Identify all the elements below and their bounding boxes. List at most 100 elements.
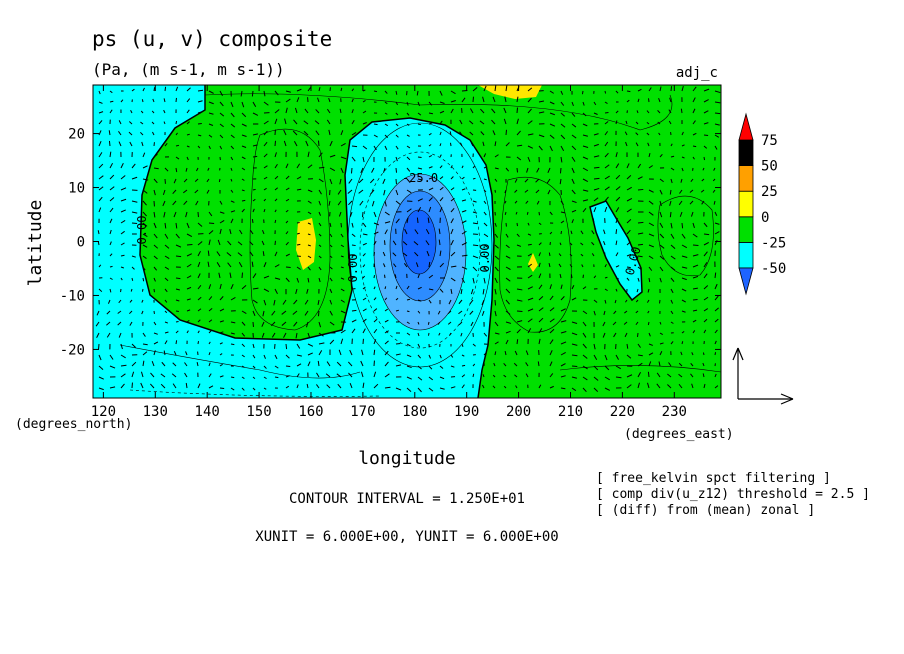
wind-vector [538,317,544,323]
wind-vector [560,220,565,224]
wind-vector [571,189,576,195]
wind-vector [406,178,411,183]
fill-region-pos-top [478,85,542,99]
wind-vector [318,200,321,206]
wind-vector [230,101,234,108]
wind-vector [329,339,335,345]
wind-vector [197,308,202,312]
wind-vector [460,332,463,337]
wind-vector [175,132,178,136]
wind-vector [549,318,555,323]
wind-vector [164,244,170,249]
wind-vector [636,110,639,114]
wind-vector [469,299,474,305]
wind-vector [164,321,169,324]
wind-vector [325,373,331,378]
wind-vector [183,200,188,206]
wind-vector [546,178,551,184]
wind-vector [316,384,320,389]
wind-vector [307,332,311,339]
wind-vector [538,307,544,312]
wind-vector [142,189,148,194]
wind-vector [142,277,145,282]
wind-vector [526,211,529,215]
wind-vector [208,123,214,126]
contour-field [93,85,721,398]
wind-vector [185,351,188,356]
wind-vector [703,329,707,334]
wind-vector [615,196,621,202]
wind-vector [337,189,342,195]
wind-vector [175,320,179,323]
colorbar-label: -50 [761,261,786,277]
wind-vector [373,240,377,246]
wind-vector [439,176,444,180]
wind-vector [635,132,639,136]
wind-vector [109,229,112,235]
wind-vector [714,307,719,312]
wind-vector [186,133,190,136]
wind-vector [458,310,463,315]
wind-vector [241,101,245,108]
wind-vector [426,250,430,257]
wind-vector [450,187,455,191]
wind-vector [406,217,409,224]
y-axis-title: latitude [25,200,46,287]
wind-vector [582,376,588,381]
wind-vector [692,264,699,268]
wind-vector [164,167,169,172]
wind-vector [604,164,610,169]
wind-vector [307,164,313,169]
wind-vector [329,310,333,316]
wind-vector [659,86,662,92]
wind-vector [571,156,576,162]
wind-vector [263,130,268,136]
wind-vector [262,310,265,317]
wind-vector [131,266,135,270]
wind-vector [624,332,628,338]
wind-vector [516,328,521,334]
wind-vector [692,233,698,238]
wind-vector [593,133,599,136]
wind-vector [406,298,411,301]
wind-vector [109,241,112,246]
wind-vector [318,332,324,337]
wind-vector [131,200,138,203]
wind-vector [637,343,641,348]
wind-vector [656,383,661,389]
wind-vector [558,253,562,257]
wind-vector [624,299,628,303]
wind-vector [516,96,519,103]
wind-vector [656,372,661,378]
wind-vector [702,362,705,367]
wind-vector [208,90,214,94]
wind-vector [428,155,433,158]
wind-vector [417,207,422,213]
wind-vector [318,222,322,227]
wind-vector [417,101,421,106]
wind-vector [109,218,113,224]
wind-vector [142,255,147,259]
wind-vector [340,130,344,136]
wind-vector [647,310,650,314]
wind-vector [142,332,146,337]
fill-region-pos-160 [296,218,316,270]
wind-vector [402,252,408,257]
wind-vector [417,273,420,279]
wind-vector [560,296,565,301]
wind-vector [560,145,565,152]
wind-vector [703,273,708,279]
wind-vector [117,310,122,314]
wind-vector [120,373,126,378]
wind-vector [571,123,577,128]
wind-vector [483,85,487,92]
wind-vector [219,200,223,205]
wind-vector [559,242,562,246]
wind-vector [450,197,455,202]
wind-vector [626,99,630,103]
wind-vector [714,385,719,389]
wind-vector [439,101,445,104]
wind-vector [461,230,467,235]
wind-vector [582,365,588,370]
